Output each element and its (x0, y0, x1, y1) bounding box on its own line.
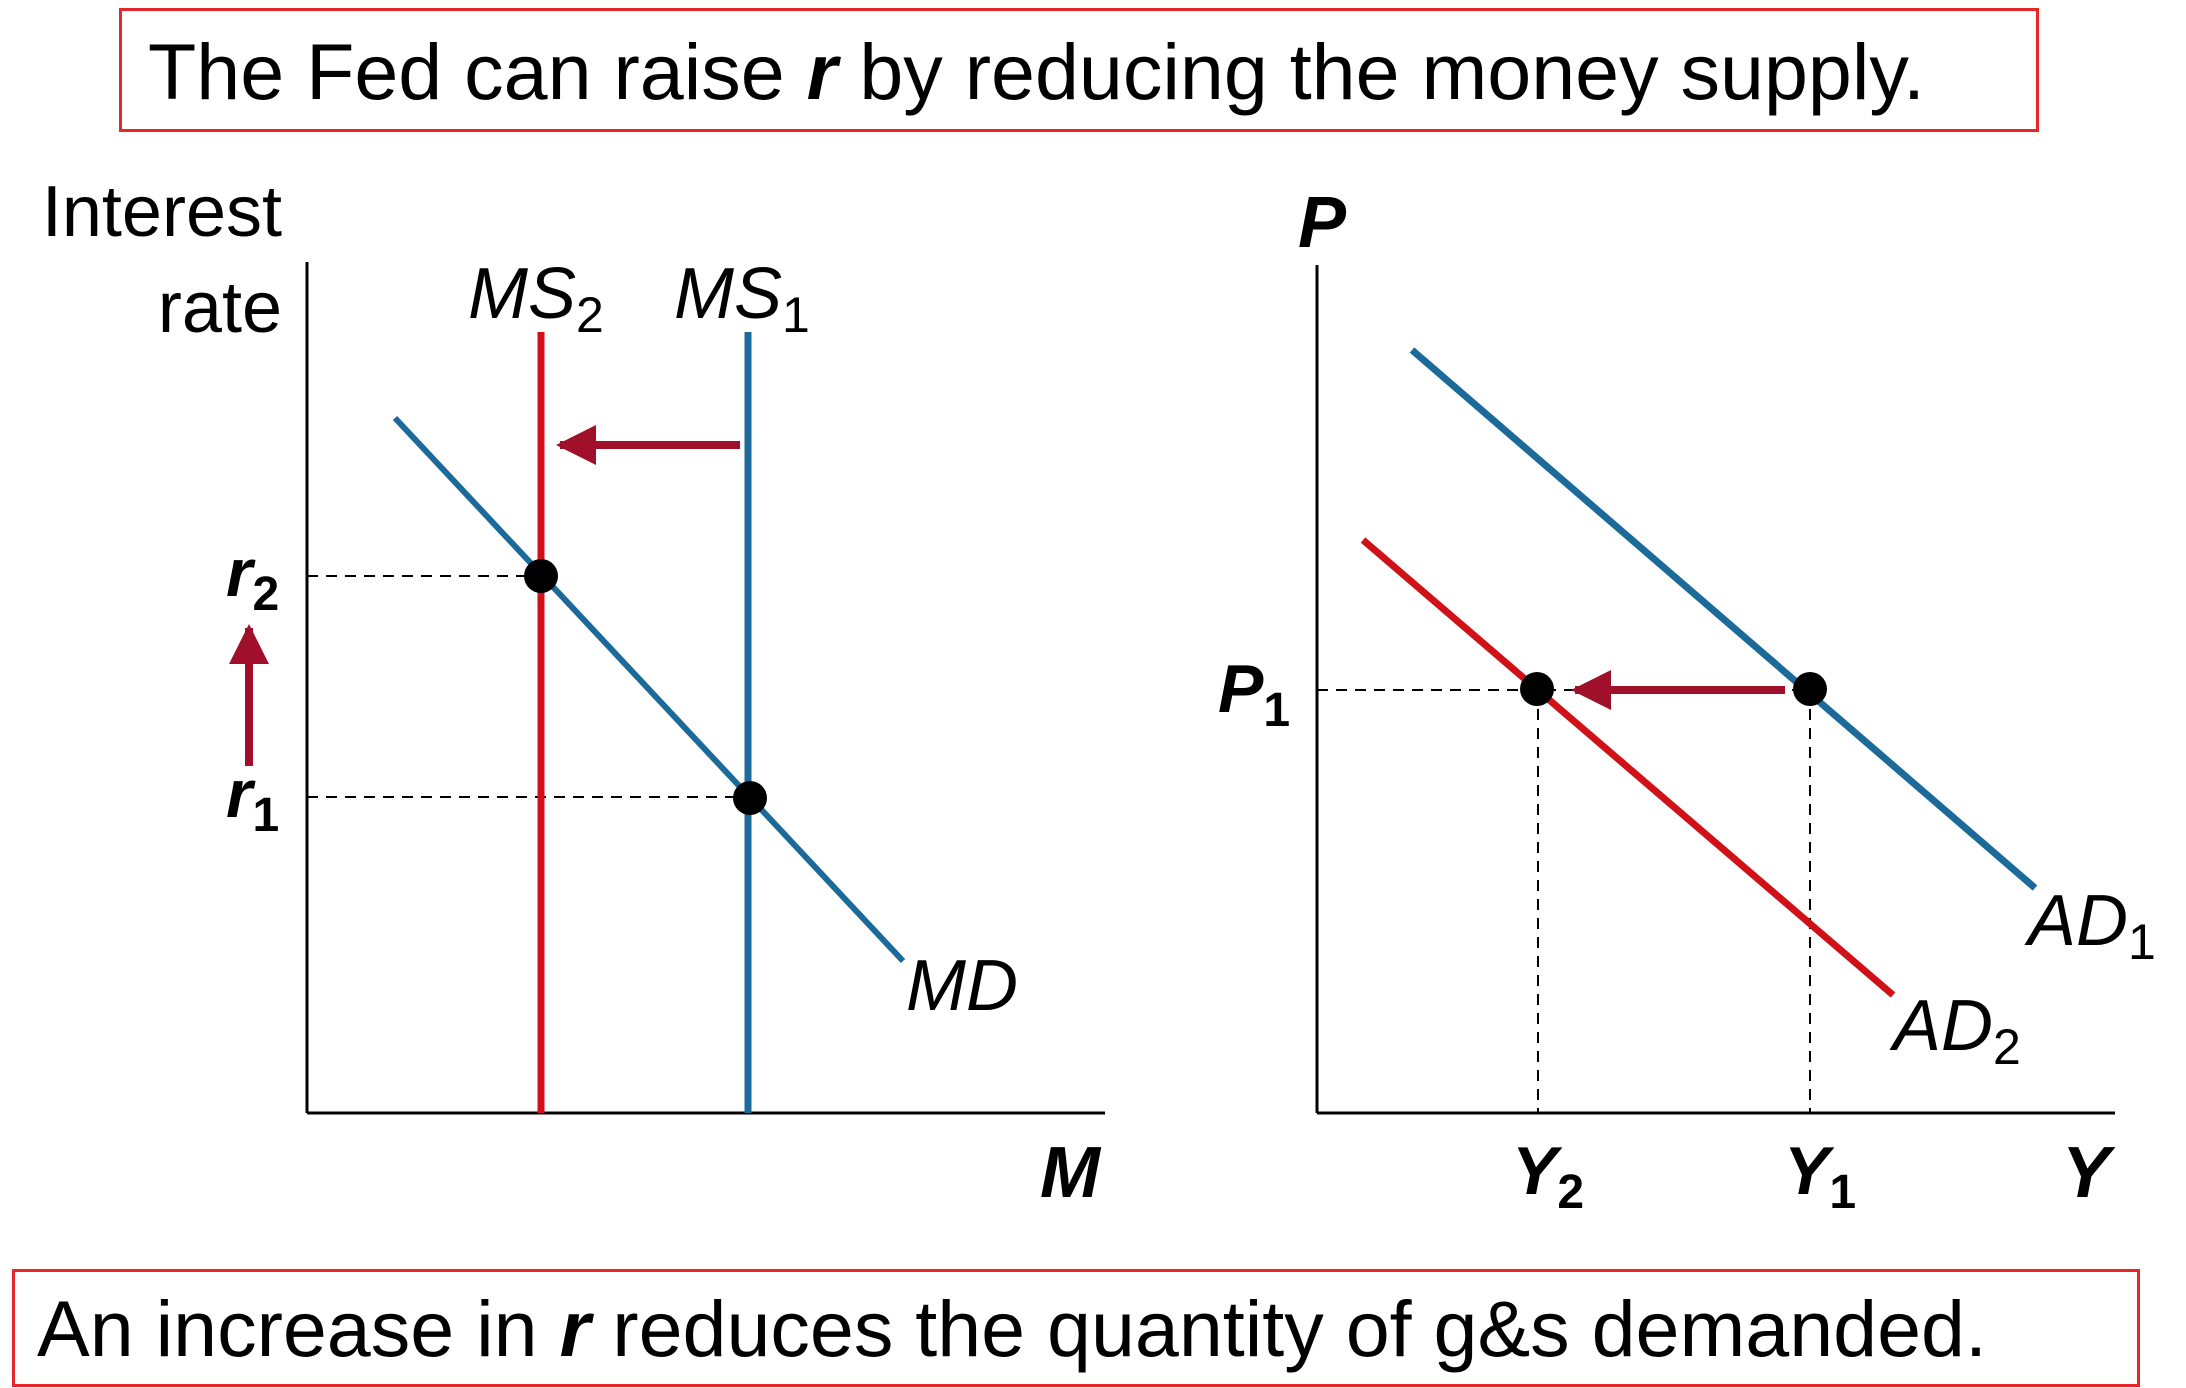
y1-label: Y1 (1784, 1133, 1856, 1219)
bottom-caption: An increase in r reduces the quantity of… (37, 1284, 1987, 1373)
money-y-axis-label-line1: Interest (42, 172, 282, 252)
money-equilibrium-new (524, 559, 558, 593)
ms2-label: MS2 (468, 254, 604, 343)
money-market-graph: Interest rate M MS2 MS1 MD r2 r1 (42, 172, 1105, 1213)
top-caption-box: The Fed can raise r by reducing the mone… (119, 8, 2039, 132)
goods-point-old (1793, 672, 1827, 706)
goods-x-axis-label: Y (2062, 1133, 2116, 1213)
goods-market-graph: P Y P1 Y2 Y1 AD1 AD2 (1218, 183, 2156, 1219)
top-caption: The Fed can raise r by reducing the mone… (148, 27, 1926, 116)
bottom-caption-box: An increase in r reduces the quantity of… (12, 1269, 2140, 1387)
ad1-curve (1409, 347, 2038, 891)
ad2-curve (1360, 537, 1896, 998)
ad1-label: AD1 (2024, 881, 2156, 970)
md-label: MD (906, 946, 1018, 1026)
p1-label: P1 (1218, 651, 1290, 737)
money-x-axis-label: M (1040, 1133, 1102, 1213)
money-equilibrium-old (733, 781, 767, 815)
r2-label: r2 (226, 535, 279, 621)
r1-label: r1 (226, 756, 279, 842)
goods-point-new (1520, 672, 1554, 706)
ms1-label: MS1 (674, 254, 810, 343)
goods-y-axis-label: P (1298, 183, 1347, 263)
money-y-axis-label-line2: rate (158, 268, 282, 348)
y2-label: Y2 (1512, 1133, 1584, 1219)
ad2-label: AD2 (1889, 986, 2021, 1075)
md-curve (392, 415, 906, 964)
